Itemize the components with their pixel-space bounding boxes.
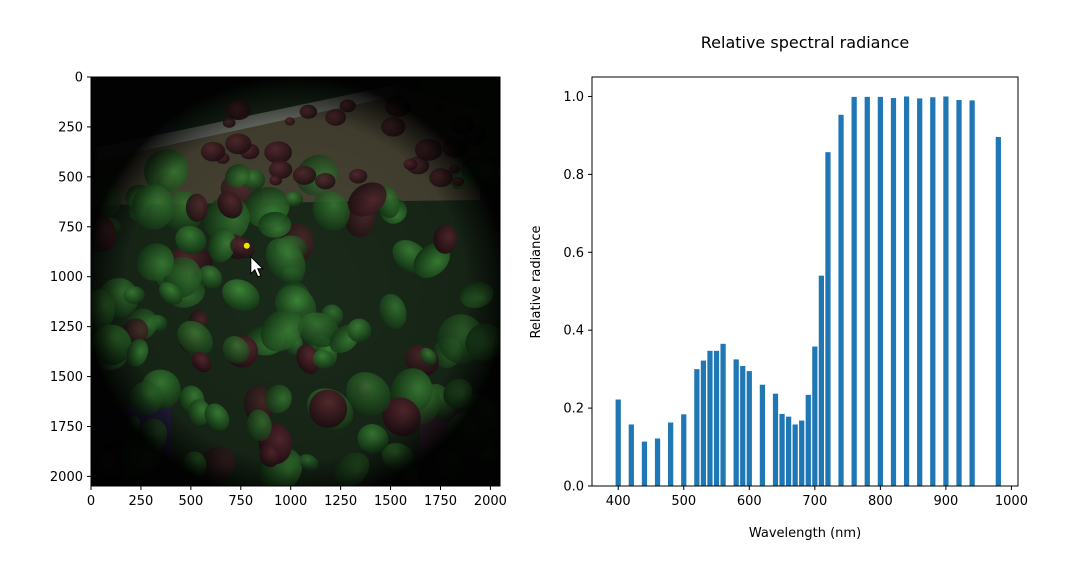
bar [805,394,811,486]
bar [838,114,844,486]
bar [641,441,648,486]
image-y-tick-label: 750 [58,220,83,235]
bar [877,96,883,487]
image-panel: 0 250 500 750 1000 1250 1500 1750 2000 0 250 500 75… [50,71,507,510]
image-x-tick-label: 1750 [424,494,457,509]
y-tick-label: 0.6 [563,246,584,261]
y-tick-label: 0.8 [563,168,584,183]
bar [759,384,766,486]
bar [713,350,720,486]
image-y-axis: 0 250 500 750 1000 1250 1500 1750 2000 [50,71,91,485]
bar [825,152,831,486]
mouse-cursor-icon [250,255,265,278]
x-tick-label: 900 [933,494,958,509]
bar [812,346,818,486]
image-y-tick-label: 1750 [50,420,83,435]
bar [903,96,910,486]
image-x-tick-label: 750 [228,494,253,509]
plant-image [91,77,500,486]
bar [720,343,726,486]
bar [792,424,798,486]
image-y-tick-label: 1000 [50,270,83,285]
bar [818,275,824,486]
bar [917,98,923,487]
bar [779,413,785,486]
chart-title: Relative spectral radiance [701,33,910,52]
image-frame [90,76,501,487]
image-x-tick-label: 250 [129,494,154,509]
bar [943,96,949,486]
bar [628,424,634,486]
bar [864,96,870,487]
bar [733,359,739,486]
image-x-tick-label: 1500 [374,494,407,509]
bar [707,350,713,486]
bar [746,371,752,486]
x-tick-label: 700 [802,494,827,509]
image-y-tick-label: 1500 [50,370,83,385]
y-tick-label: 0.0 [563,480,584,495]
image-x-tick-label: 500 [178,494,203,509]
plot-frame [591,76,1019,487]
bar [890,98,897,486]
image-y-tick-label: 2000 [50,470,83,485]
bar [930,97,936,486]
x-tick-label: 500 [671,494,696,509]
bar [694,369,700,486]
bar [956,99,962,486]
x-tick-label: 800 [868,494,893,509]
y-tick-label: 1.0 [563,90,584,105]
y-tick-label: 0.2 [563,402,584,417]
bar [668,422,674,486]
image-y-tick-label: 1250 [50,320,83,335]
bar [740,366,746,486]
y-axis: 0.0 0.2 0.4 0.6 0.8 1.0 [563,90,592,495]
image-x-tick-label: 0 [87,494,95,509]
image-y-tick-label: 0 [75,71,83,86]
bar [700,360,707,486]
bar [772,393,779,486]
x-tick-label: 600 [737,494,762,509]
selected-pixel-marker [243,242,250,249]
image-x-tick-label: 1250 [324,494,357,509]
spectrum-chart: Relative spectral radiance 400 500 600 700 8… [529,33,1028,541]
image-x-tick-label: 1000 [274,494,307,509]
image-y-tick-label: 500 [58,170,83,185]
bars [615,96,1001,487]
y-axis-label: Relative radiance [529,225,544,338]
x-tick-label: 1000 [995,494,1028,509]
x-tick-label: 400 [606,494,631,509]
image-x-axis: 0 250 500 750 1000 1250 1500 1750 2000 [87,486,507,509]
bar [615,399,621,486]
x-axis-label: Wavelength (nm) [749,526,861,541]
bar [995,136,1001,487]
y-tick-label: 0.4 [563,324,584,339]
image-y-tick-label: 250 [58,120,83,135]
x-axis: 400 500 600 700 800 900 1000 [606,486,1028,509]
bar [681,414,687,486]
bar [799,420,805,486]
image-x-tick-label: 2000 [474,494,507,509]
bar [654,438,661,486]
bar [785,416,792,486]
bar [851,96,857,487]
bar [969,100,975,487]
